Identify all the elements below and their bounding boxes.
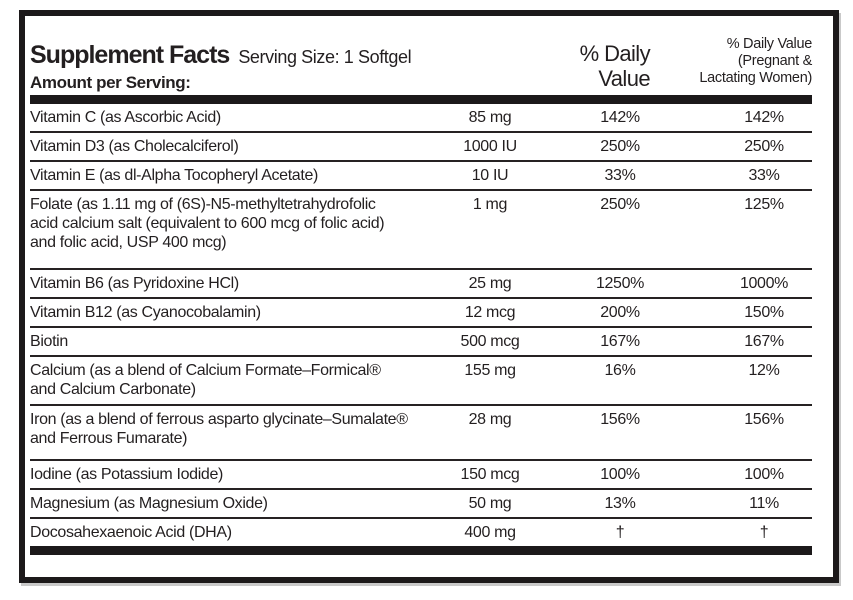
table-row-folate: Folate (as 1.11 mg of (6S)-N5-methyltetr… [30,191,812,270]
nutrient-amount: 150 mcg [460,466,520,483]
table-row-vitamin-b6: Vitamin B6 (as Pyridoxine HCl) 25 mg 125… [30,270,812,299]
table-row-iron: Iron (as a blend of ferrous asparto glyc… [30,406,812,461]
nutrient-amount: 155 mg [464,362,516,379]
daily-value: 33% [604,167,636,184]
nutrient-name: Vitamin C (as Ascorbic Acid) [30,109,221,126]
nutrient-amount: 28 mg [468,411,512,428]
nutrient-name: Magnesium (as Magnesium Oxide) [30,495,268,512]
daily-value-pregnant: 142% [744,109,784,126]
footer-rule-bar [30,546,812,555]
daily-value: 250% [600,138,640,155]
nutrient-amount: 50 mg [468,495,512,512]
daily-value-pregnant: 150% [744,304,784,321]
header: Supplement Facts Serving Size: 1 Softgel… [30,31,812,95]
daily-value: 13% [604,495,636,512]
daily-value-dagger: † [615,524,625,541]
column-header-daily-value: % Daily Value [579,41,651,91]
daily-value-pregnant-dagger: † [759,524,769,541]
table-row-vitamin-b12: Vitamin B12 (as Cyanocobalamin) 12 mcg 2… [30,299,812,328]
nutrient-name: Vitamin B6 (as Pyridoxine HCl) [30,275,239,292]
serving-size: Serving Size: 1 Softgel [238,47,412,67]
nutrient-amount: 25 mg [468,275,512,292]
daily-value-pregnant: 12% [748,362,780,379]
daily-value: 1250% [595,275,645,292]
table-row-calcium: Calcium (as a blend of Calcium Formate–F… [30,357,812,406]
daily-value: 100% [600,466,640,483]
panel-title: Supplement Facts [30,41,230,69]
nutrient-amount: 500 mcg [460,333,520,350]
amount-per-serving-label: Amount per Serving: [30,73,191,92]
table-row-vitamin-c: Vitamin C (as Ascorbic Acid) 85 mg 142% … [30,104,812,133]
title-line: Supplement Facts Serving Size: 1 Softgel [30,41,510,70]
header-left: Supplement Facts Serving Size: 1 Softgel… [30,31,510,93]
daily-value: 142% [600,109,640,126]
daily-value-pregnant: 167% [744,333,784,350]
nutrient-table: Vitamin C (as Ascorbic Acid) 85 mg 142% … [30,104,812,546]
table-row-magnesium: Magnesium (as Magnesium Oxide) 50 mg 13%… [30,490,812,519]
nutrient-amount: 85 mg [468,109,512,126]
table-row-iodine: Iodine (as Potassium Iodide) 150 mcg 100… [30,461,812,490]
table-row-biotin: Biotin 500 mcg 167% 167% [30,328,812,357]
daily-value: 200% [600,304,640,321]
supplement-facts-panel: Supplement Facts Serving Size: 1 Softgel… [19,10,839,583]
nutrient-amount: 400 mg [464,524,516,541]
nutrient-name: Iron (as a blend of ferrous asparto glyc… [30,411,408,447]
nutrient-amount: 1000 IU [463,138,517,155]
daily-value-pregnant: 100% [744,466,784,483]
daily-value: 16% [604,362,636,379]
nutrient-name: Iodine (as Potassium Iodide) [30,466,223,483]
daily-value-pregnant: 125% [744,196,784,213]
table-row-dha: Docosahexaenoic Acid (DHA) 400 mg † † [30,519,812,546]
table-row-vitamin-e: Vitamin E (as dl-Alpha Tocopheryl Acetat… [30,162,812,191]
nutrient-name: Vitamin D3 (as Cholecalciferol) [30,138,239,155]
daily-value-pregnant: 33% [748,167,780,184]
nutrient-amount: 1 mg [472,196,508,213]
nutrient-name: Folate (as 1.11 mg of (6S)-N5-methyltetr… [30,196,385,251]
daily-value: 250% [600,196,640,213]
header-rule-bar [30,95,812,104]
table-row-vitamin-d3: Vitamin D3 (as Cholecalciferol) 1000 IU … [30,133,812,162]
nutrient-name: Calcium (as a blend of Calcium Formate–F… [30,362,381,398]
nutrient-amount: 12 mcg [464,304,516,321]
daily-value: 167% [600,333,640,350]
nutrient-name: Vitamin B12 (as Cyanocobalamin) [30,304,261,321]
nutrient-name: Vitamin E (as dl-Alpha Tocopheryl Acetat… [30,167,318,184]
nutrient-name: Biotin [30,333,68,350]
column-header-daily-value-pregnant: % Daily Value (Pregnant & Lactating Wome… [699,36,812,86]
nutrient-name: Docosahexaenoic Acid (DHA) [30,524,232,541]
daily-value-pregnant: 156% [744,411,784,428]
daily-value-pregnant: 1000% [739,275,789,292]
nutrient-amount: 10 IU [471,167,509,184]
daily-value-pregnant: 250% [744,138,784,155]
daily-value: 156% [600,411,640,428]
daily-value-pregnant: 11% [749,495,779,512]
